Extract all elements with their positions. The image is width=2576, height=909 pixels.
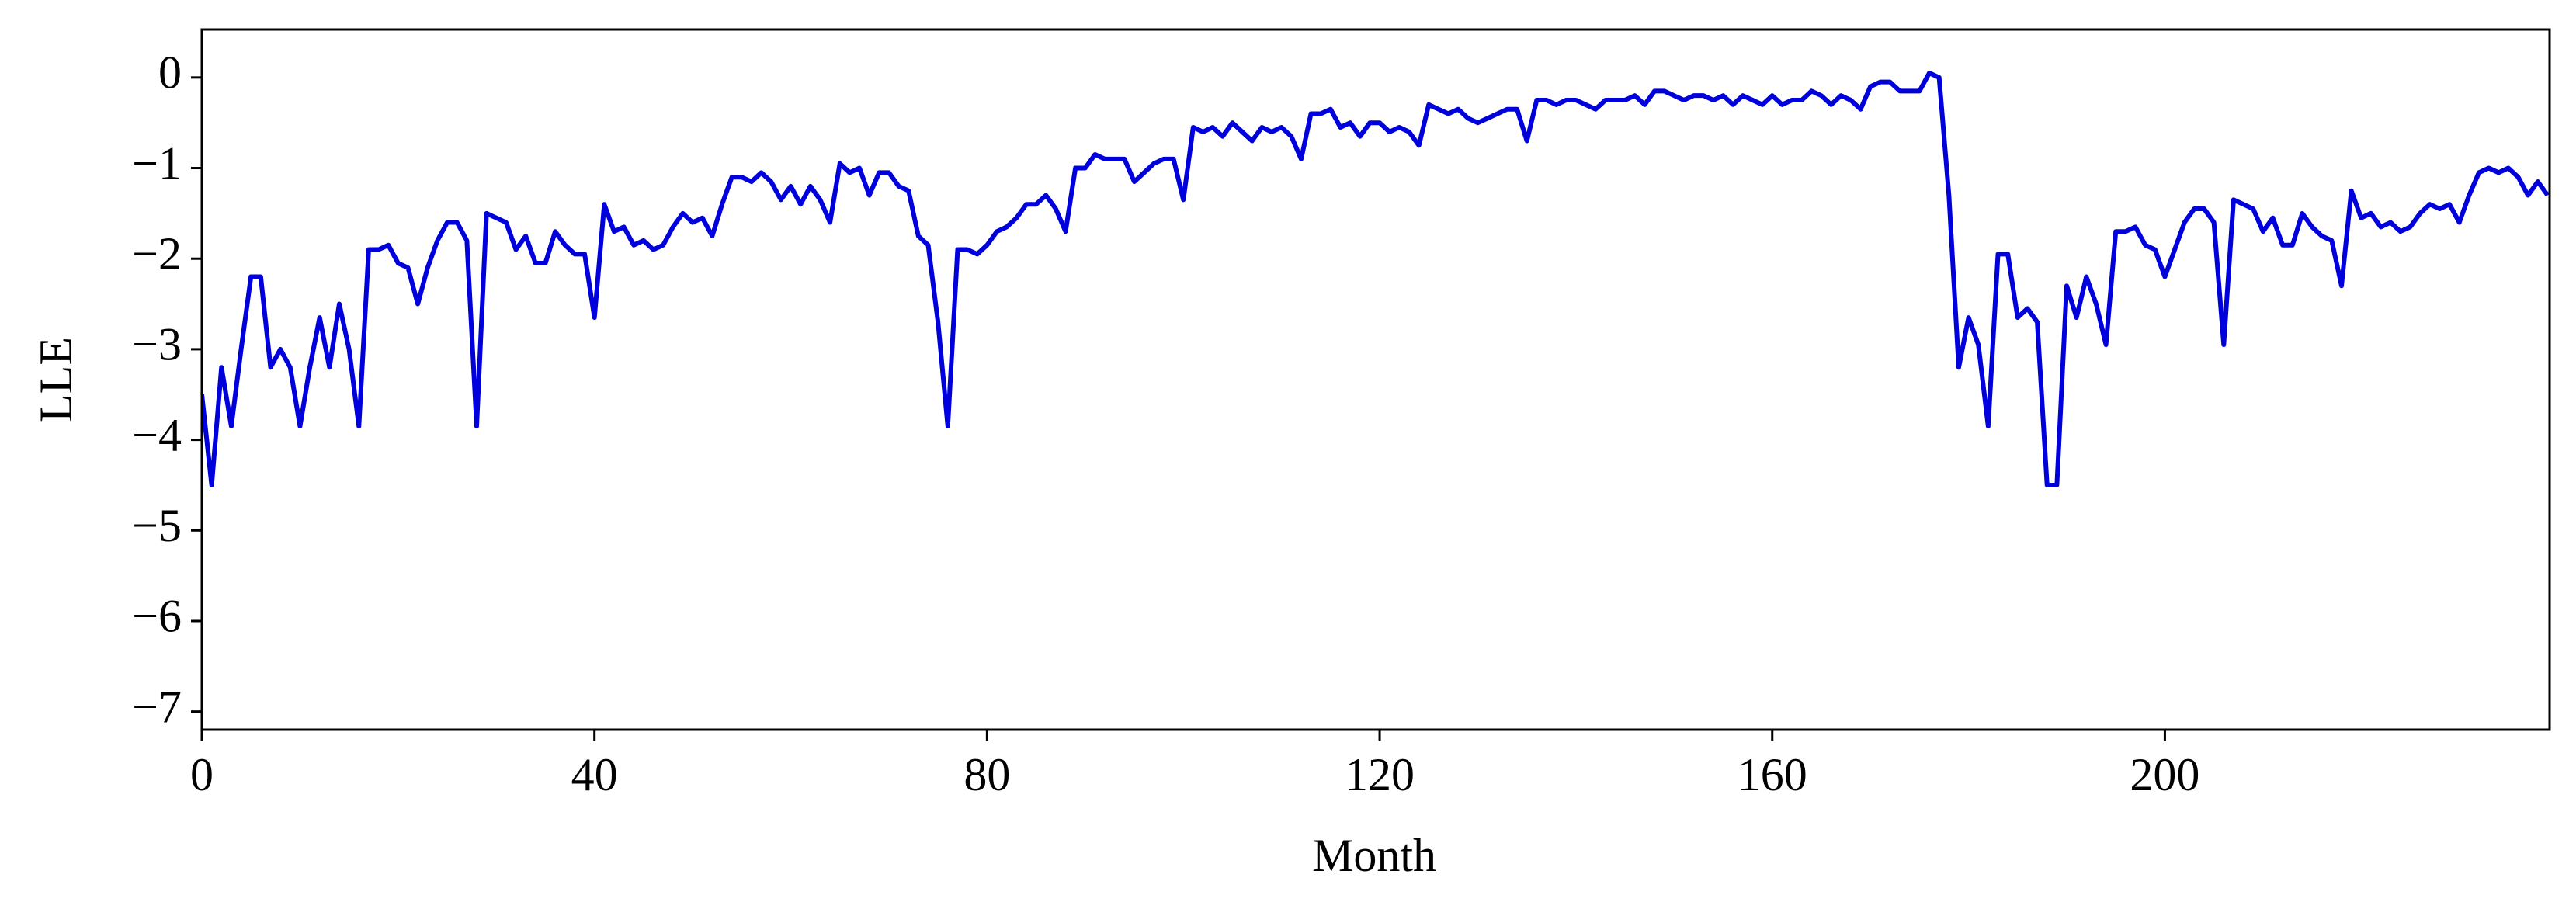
y-tick-label: −4 xyxy=(132,409,182,460)
x-axis-label: Month xyxy=(1312,830,1436,881)
y-tick-label: −3 xyxy=(132,319,182,370)
data-line xyxy=(202,71,2550,487)
x-tick-label: 160 xyxy=(1738,749,1807,800)
y-tick-label: 0 xyxy=(158,47,182,99)
y-tick-label: −1 xyxy=(132,137,182,189)
y-axis-label: LLE xyxy=(30,337,82,422)
x-tick-label: 200 xyxy=(2130,749,2199,800)
y-tick-label: −6 xyxy=(132,591,182,642)
y-tick-label: −5 xyxy=(132,500,182,551)
plot-frame xyxy=(200,28,2551,731)
x-tick-label: 120 xyxy=(1345,749,1415,800)
x-tick-label: 80 xyxy=(963,749,1010,800)
y-tick-label: −7 xyxy=(132,681,182,732)
x-tick-label: 0 xyxy=(190,749,214,800)
x-tick-label: 40 xyxy=(571,749,618,800)
y-tick-label: −2 xyxy=(132,228,182,279)
